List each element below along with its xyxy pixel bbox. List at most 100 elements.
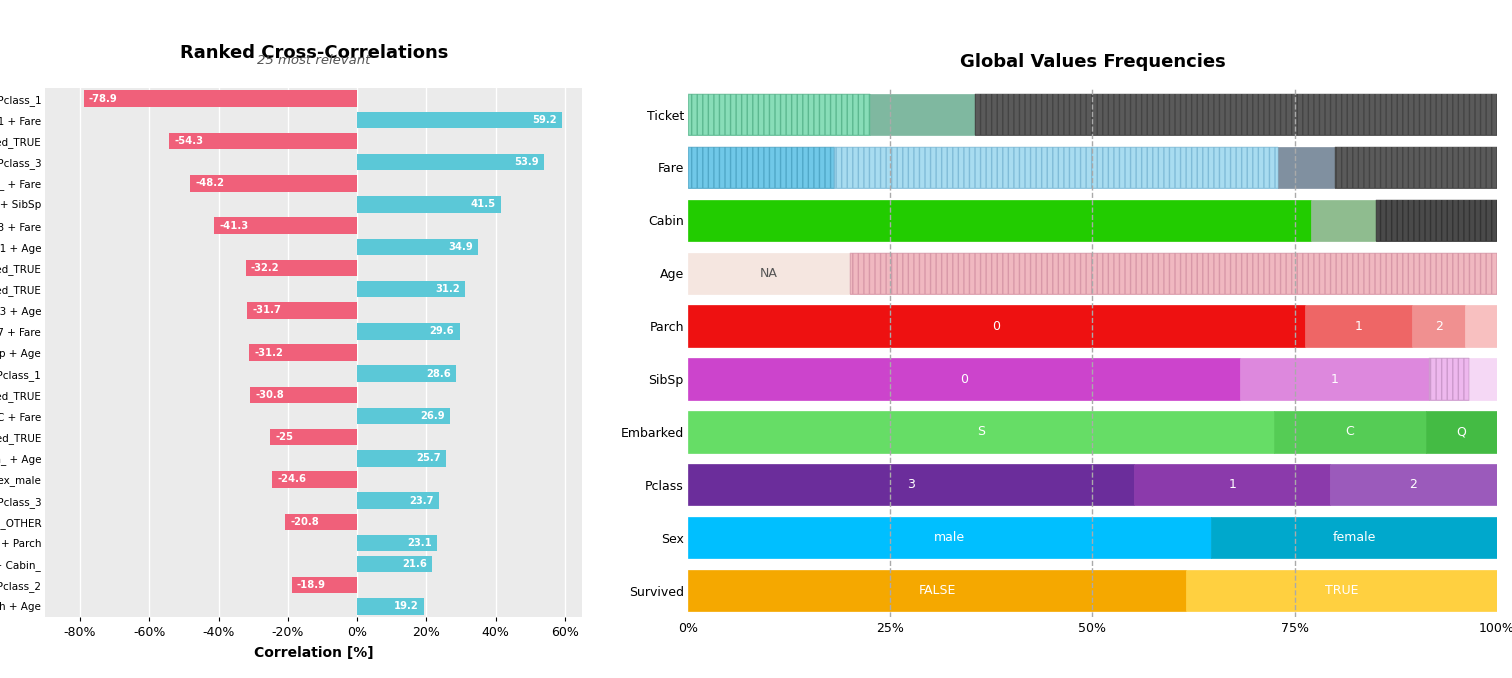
Text: 19.2: 19.2 bbox=[393, 601, 419, 612]
Bar bbox=[975, 94, 1497, 135]
Bar bbox=[1187, 570, 1497, 611]
Bar bbox=[284, 513, 357, 530]
Text: 28.6: 28.6 bbox=[426, 369, 451, 379]
Bar bbox=[833, 147, 1279, 188]
Text: -31.2: -31.2 bbox=[254, 348, 283, 357]
Text: -31.7: -31.7 bbox=[253, 305, 281, 315]
Text: 23.1: 23.1 bbox=[407, 538, 432, 548]
Bar bbox=[357, 535, 437, 551]
Text: FALSE: FALSE bbox=[918, 584, 956, 597]
Bar bbox=[357, 112, 562, 128]
Bar bbox=[357, 281, 466, 298]
Text: Q: Q bbox=[1456, 425, 1467, 439]
Text: 2: 2 bbox=[1409, 478, 1417, 492]
Text: C: C bbox=[1346, 425, 1355, 439]
Text: -25: -25 bbox=[275, 432, 293, 442]
Bar bbox=[272, 471, 357, 487]
Text: 29.6: 29.6 bbox=[429, 326, 454, 336]
Text: 0: 0 bbox=[960, 372, 968, 386]
Text: -18.9: -18.9 bbox=[296, 580, 325, 591]
Text: 1: 1 bbox=[1355, 319, 1362, 333]
Bar bbox=[688, 253, 850, 294]
Text: -24.6: -24.6 bbox=[277, 475, 305, 485]
Text: 31.2: 31.2 bbox=[435, 284, 460, 294]
Text: -32.2: -32.2 bbox=[251, 263, 280, 273]
Bar bbox=[688, 306, 1305, 346]
Text: 1: 1 bbox=[1331, 372, 1338, 386]
Bar bbox=[1335, 147, 1497, 188]
Text: NA: NA bbox=[761, 266, 777, 280]
Bar bbox=[191, 175, 357, 192]
Bar bbox=[850, 253, 1497, 294]
Bar bbox=[357, 196, 500, 213]
Bar bbox=[688, 200, 1311, 241]
Text: S: S bbox=[977, 425, 984, 439]
Bar bbox=[833, 147, 1279, 188]
Text: 0: 0 bbox=[992, 319, 1001, 333]
Text: -41.3: -41.3 bbox=[219, 220, 248, 231]
Bar bbox=[1134, 464, 1331, 505]
Bar bbox=[215, 218, 357, 234]
Bar bbox=[688, 147, 833, 188]
Bar bbox=[1305, 306, 1412, 346]
Text: 21.6: 21.6 bbox=[402, 559, 426, 569]
Bar bbox=[248, 302, 357, 319]
Bar bbox=[688, 147, 833, 188]
Text: 59.2: 59.2 bbox=[532, 115, 556, 125]
Text: female: female bbox=[1332, 531, 1376, 544]
Bar bbox=[1465, 306, 1497, 346]
Text: male: male bbox=[934, 531, 965, 544]
Bar bbox=[688, 94, 869, 135]
Bar bbox=[688, 412, 1273, 452]
Bar bbox=[292, 577, 357, 593]
Bar bbox=[975, 94, 1497, 135]
Title: Ranked Cross-Correlations: Ranked Cross-Correlations bbox=[180, 43, 448, 62]
Bar bbox=[1426, 412, 1497, 452]
Bar bbox=[688, 570, 1187, 611]
Text: -78.9: -78.9 bbox=[89, 94, 118, 104]
Bar bbox=[1211, 517, 1497, 558]
Text: 26.9: 26.9 bbox=[420, 411, 445, 421]
Text: 41.5: 41.5 bbox=[470, 199, 496, 210]
Text: 25 most relevant: 25 most relevant bbox=[257, 54, 370, 67]
Bar bbox=[1331, 464, 1497, 505]
Bar bbox=[1279, 147, 1335, 188]
Bar bbox=[1429, 359, 1470, 399]
Bar bbox=[1335, 147, 1497, 188]
Bar bbox=[1311, 200, 1376, 241]
Bar bbox=[357, 407, 451, 424]
Bar bbox=[1376, 200, 1497, 241]
Bar bbox=[357, 450, 446, 466]
Bar bbox=[357, 492, 438, 509]
Bar bbox=[688, 94, 869, 135]
Text: 1: 1 bbox=[1228, 478, 1237, 492]
Bar bbox=[357, 154, 544, 170]
Bar bbox=[169, 133, 357, 149]
Text: -30.8: -30.8 bbox=[256, 390, 284, 400]
Bar bbox=[1240, 359, 1429, 399]
Text: 3: 3 bbox=[907, 478, 915, 492]
Bar bbox=[1429, 359, 1470, 399]
Bar bbox=[688, 359, 1240, 399]
Bar bbox=[249, 344, 357, 361]
Bar bbox=[357, 598, 423, 615]
Text: -48.2: -48.2 bbox=[195, 178, 224, 188]
X-axis label: Correlation [%]: Correlation [%] bbox=[254, 646, 373, 660]
Text: 25.7: 25.7 bbox=[416, 454, 442, 463]
Text: 53.9: 53.9 bbox=[514, 157, 538, 167]
Bar bbox=[271, 429, 357, 445]
Text: 2: 2 bbox=[1435, 319, 1442, 333]
Text: -20.8: -20.8 bbox=[290, 517, 319, 527]
Bar bbox=[357, 239, 478, 255]
Bar bbox=[850, 253, 1497, 294]
Text: 23.7: 23.7 bbox=[410, 496, 434, 506]
Bar bbox=[245, 260, 357, 276]
Text: -54.3: -54.3 bbox=[174, 136, 203, 146]
Bar bbox=[688, 464, 1134, 505]
Title: Global Values Frequencies: Global Values Frequencies bbox=[960, 54, 1225, 71]
Bar bbox=[1470, 359, 1497, 399]
Bar bbox=[357, 365, 457, 382]
Text: TRUE: TRUE bbox=[1325, 584, 1358, 597]
Bar bbox=[1412, 306, 1465, 346]
Bar bbox=[83, 90, 357, 107]
